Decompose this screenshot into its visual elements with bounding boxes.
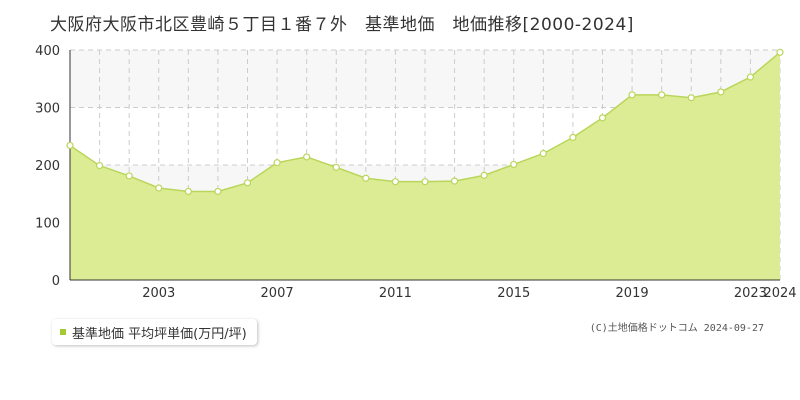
y-tick-label: 100 (35, 217, 60, 232)
data-point (95, 161, 104, 170)
data-point (273, 159, 281, 167)
data-point (421, 178, 429, 186)
x-tick-label: 2015 (497, 286, 530, 301)
data-point (746, 73, 755, 81)
data-point (214, 187, 222, 196)
data-point (569, 133, 577, 141)
chart-title: 大阪府大阪市北区豊崎５丁目１番７外 基準地価 地価推移[2000-2024] (50, 15, 634, 35)
credit-text: (C)土地価格ドットコム 2024-09-27 (589, 323, 764, 334)
data-point (776, 48, 784, 56)
data-point (155, 184, 163, 192)
x-tick-label: 2011 (379, 286, 412, 301)
data-point (66, 141, 74, 150)
data-point (243, 179, 252, 187)
data-point (184, 187, 192, 196)
series-area (70, 52, 780, 280)
x-tick-label: 2019 (616, 286, 649, 301)
y-tick-label: 400 (35, 44, 60, 59)
data-point (687, 94, 695, 102)
y-tick-label: 200 (35, 159, 60, 174)
data-point (362, 174, 370, 182)
y-tick-label: 0 (52, 274, 60, 289)
data-point (510, 160, 518, 169)
legend: 基準地価 平均坪単価(万円/坪) (52, 319, 257, 345)
legend-marker (60, 329, 66, 335)
legend-label: 基準地価 平均坪単価(万円/坪) (72, 326, 247, 342)
data-point (332, 163, 340, 171)
data-point (125, 172, 133, 180)
data-point (303, 153, 311, 161)
x-tick-label: 2023 (734, 286, 767, 301)
data-point (658, 91, 666, 99)
data-point (598, 114, 607, 122)
y-tick-label: 300 (35, 102, 60, 117)
x-tick-label: 2003 (142, 286, 175, 301)
x-tick-label: 2007 (261, 286, 294, 301)
data-point (628, 91, 636, 99)
data-point (717, 88, 725, 96)
data-point (539, 149, 547, 158)
data-point (480, 171, 488, 179)
data-point (450, 177, 459, 185)
x-tick-label: 2024 (763, 286, 796, 301)
data-point (391, 178, 400, 186)
